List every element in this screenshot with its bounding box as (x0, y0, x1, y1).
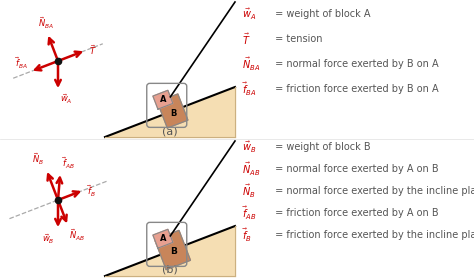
Text: $\vec{f}_B$: $\vec{f}_B$ (87, 183, 96, 198)
Text: (b): (b) (162, 265, 178, 275)
Text: $\vec{f}_{BA}$: $\vec{f}_{BA}$ (15, 55, 28, 71)
Text: A: A (160, 234, 166, 243)
Text: = friction force exerted by the incline plane on B: = friction force exerted by the incline … (272, 230, 474, 240)
Polygon shape (105, 226, 235, 276)
Text: $\vec{T}$: $\vec{T}$ (89, 43, 97, 57)
Text: $\vec{w}_A$: $\vec{w}_A$ (242, 6, 256, 22)
Text: $\vec{w}_B$: $\vec{w}_B$ (242, 139, 256, 155)
Text: B: B (171, 110, 177, 118)
Text: $\vec{N}_{BA}$: $\vec{N}_{BA}$ (38, 16, 54, 31)
Text: = normal force exerted by B on A: = normal force exerted by B on A (272, 59, 438, 69)
Text: = weight of block B: = weight of block B (272, 142, 371, 152)
Text: = friction force exerted by A on B: = friction force exerted by A on B (272, 208, 438, 218)
Text: $\vec{f}_{AB}$: $\vec{f}_{AB}$ (242, 204, 256, 222)
Text: $\vec{N}_{AB}$: $\vec{N}_{AB}$ (69, 228, 85, 244)
Text: (a): (a) (162, 126, 178, 136)
Text: $\vec{f}_B$: $\vec{f}_B$ (242, 226, 252, 244)
Text: = normal force exerted by the incline plane on B: = normal force exerted by the incline pl… (272, 186, 474, 196)
Text: $\vec{N}_{BA}$: $\vec{N}_{BA}$ (242, 55, 260, 73)
Text: A: A (160, 95, 166, 104)
Polygon shape (153, 90, 173, 109)
Text: = weight of block A: = weight of block A (272, 9, 371, 19)
Text: $\vec{w}_B$: $\vec{w}_B$ (42, 233, 55, 246)
Text: $\vec{T}$: $\vec{T}$ (242, 31, 251, 47)
Text: $\vec{f}_{AB}$: $\vec{f}_{AB}$ (62, 156, 75, 171)
Polygon shape (153, 229, 173, 248)
Text: $\vec{f}_{BA}$: $\vec{f}_{BA}$ (242, 80, 256, 98)
Text: $\vec{w}_A$: $\vec{w}_A$ (60, 93, 73, 106)
Text: $\vec{N}_B$: $\vec{N}_B$ (242, 182, 255, 200)
Text: = friction force exerted by B on A: = friction force exerted by B on A (272, 84, 438, 94)
Polygon shape (105, 87, 235, 137)
Text: = tension: = tension (272, 34, 322, 44)
Text: = normal force exerted by A on B: = normal force exerted by A on B (272, 164, 438, 174)
Text: $\vec{N}_B$: $\vec{N}_B$ (32, 152, 44, 167)
Text: $\vec{N}_{AB}$: $\vec{N}_{AB}$ (242, 160, 260, 178)
Polygon shape (155, 230, 191, 270)
Polygon shape (157, 94, 188, 128)
Text: B: B (170, 247, 177, 257)
